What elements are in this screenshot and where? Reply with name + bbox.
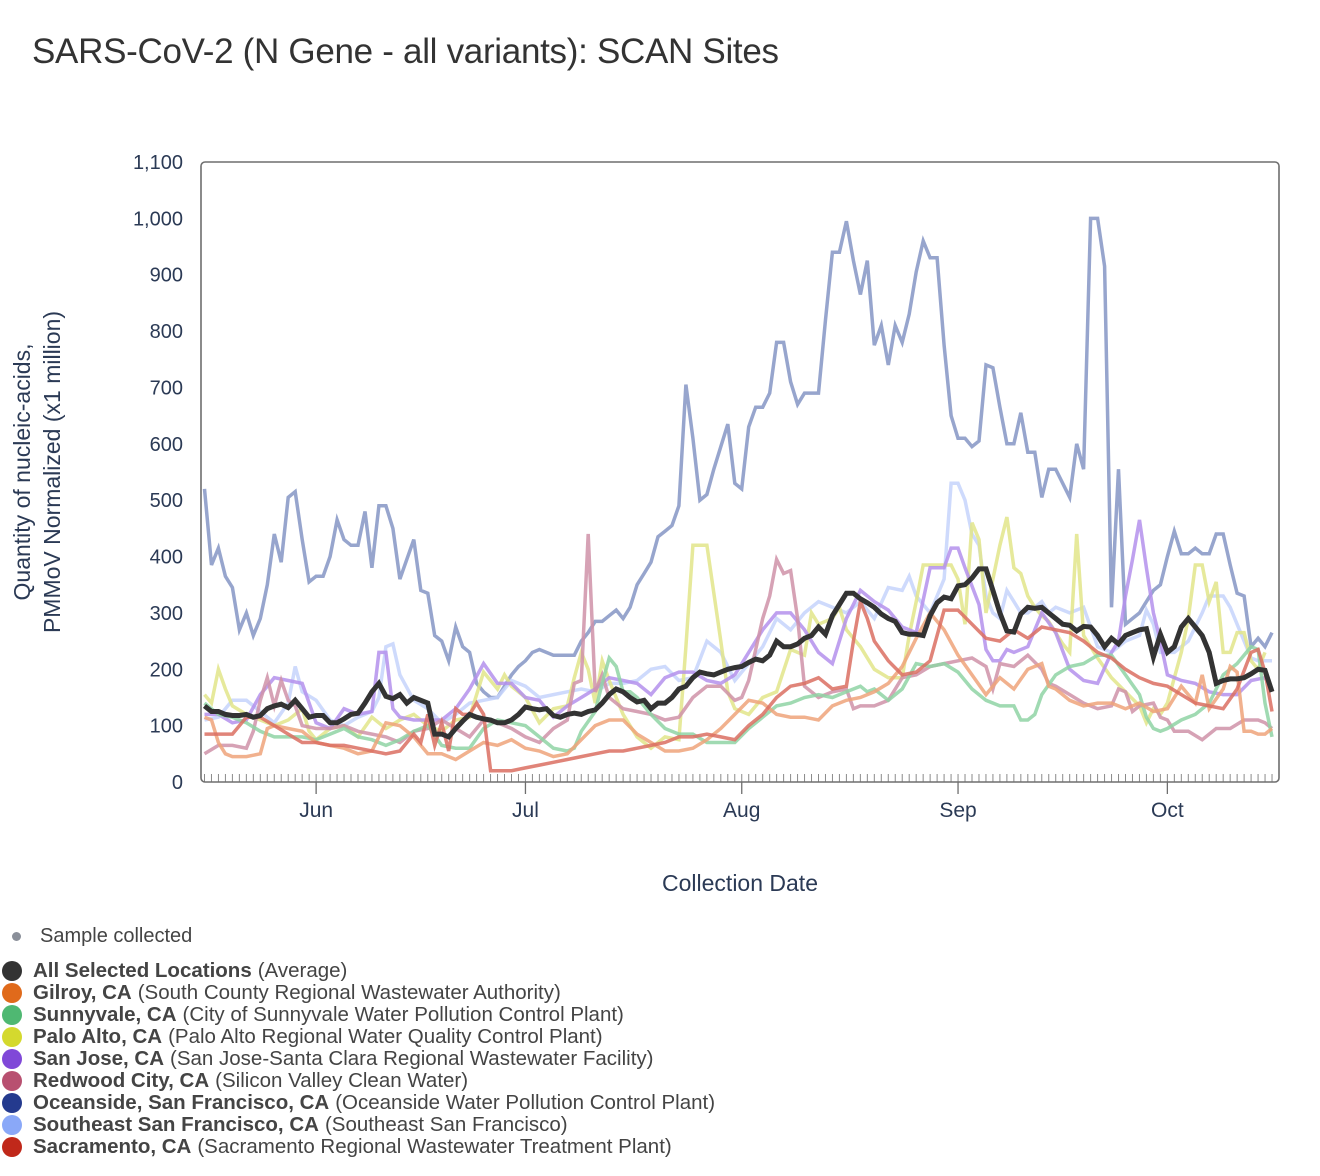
legend-color-dot-icon bbox=[2, 1027, 22, 1047]
y-tick-label: 200 bbox=[150, 659, 183, 681]
legend-item[interactable]: Sacramento, CA (Sacramento Regional Waste… bbox=[0, 1136, 1320, 1158]
series-line-sacramento-ca[interactable] bbox=[204, 595, 1274, 773]
x-tick-label: Aug bbox=[723, 799, 760, 822]
y-axis-title-line: Quantity of nucleic-acids, bbox=[9, 344, 35, 601]
legend-item-name: San Jose, CA bbox=[33, 1048, 165, 1070]
legend-item-detail: (South County Regional Wastewater Author… bbox=[137, 982, 561, 1004]
legend-color-dot-icon bbox=[2, 961, 22, 981]
legend-item-detail: (Silicon Valley Clean Water) bbox=[215, 1070, 469, 1092]
legend-item[interactable]: Palo Alto, CA (Palo Alto Regional Water Q… bbox=[0, 1026, 1320, 1048]
y-tick-label: 500 bbox=[150, 490, 183, 512]
line-chart: Quantity of nucleic-acids, PMMoV Normaliz… bbox=[9, 152, 1280, 896]
y-tick-label: 1,100 bbox=[133, 152, 183, 174]
legend-color-dot-icon bbox=[2, 1115, 22, 1135]
y-tick-label: 400 bbox=[150, 547, 183, 569]
series-line-san-jose-ca[interactable] bbox=[204, 519, 1274, 731]
y-tick-label: 800 bbox=[150, 321, 183, 343]
legend-item-name: All Selected Locations bbox=[33, 960, 252, 982]
series-line-all-selected-locations[interactable] bbox=[202, 566, 1275, 740]
y-tick-label: 900 bbox=[150, 265, 183, 287]
y-tick-label: 100 bbox=[150, 716, 183, 738]
legend-item-detail: (City of Sunnyvale Water Pollution Contr… bbox=[182, 1004, 624, 1026]
legend-sample-collected: Sample collected bbox=[12, 922, 1320, 950]
legend-item[interactable]: Sunnyvale, CA (City of Sunnyvale Water Po… bbox=[0, 1004, 1320, 1026]
series-line-sunnyvale-ca[interactable] bbox=[203, 644, 1274, 753]
legend-item[interactable]: Redwood City, CA (Silicon Valley Clean Wa… bbox=[0, 1070, 1320, 1092]
sample-dot-icon bbox=[12, 931, 21, 941]
legend-item[interactable]: Gilroy, CA (South County Regional Wastewa… bbox=[0, 982, 1320, 1004]
legend-item-name: Southeast San Francisco, CA bbox=[33, 1114, 319, 1136]
y-tick-label: 1,000 bbox=[133, 208, 183, 230]
series-line-gilroy-ca[interactable] bbox=[203, 609, 1274, 762]
legend-item[interactable]: Oceanside, San Francisco, CA (Oceanside W… bbox=[0, 1092, 1320, 1114]
legend-item-name: Sacramento, CA bbox=[33, 1136, 192, 1158]
legend-item-name: Redwood City, CA bbox=[33, 1070, 210, 1092]
y-tick-label: 300 bbox=[150, 603, 183, 625]
y-axis-ticks: 0 100 200 300 400 500 600 700 800 900 1,000 1,100 bbox=[133, 152, 183, 794]
y-tick-label: 600 bbox=[150, 434, 183, 456]
x-axis-ticks: Jun Jul Aug Sep Oct bbox=[299, 782, 1184, 822]
legend-color-dot-icon bbox=[2, 983, 22, 1003]
x-tick-label: Jun bbox=[299, 799, 333, 822]
legend-item-detail: (Average) bbox=[257, 960, 348, 982]
legend-item-detail: (Southeast San Francisco) bbox=[324, 1114, 568, 1136]
series-line-southeast-san-francisco-ca[interactable] bbox=[204, 481, 1273, 728]
legend-item[interactable]: Southeast San Francisco, CA (Southeast Sa… bbox=[0, 1114, 1320, 1136]
legend-color-dot-icon bbox=[2, 1093, 22, 1113]
legend-item[interactable]: All Selected Locations (Average) bbox=[0, 960, 1320, 982]
x-tick-label: Sep bbox=[939, 799, 976, 822]
legend-color-dot-icon bbox=[2, 1049, 22, 1069]
y-tick-label: 700 bbox=[150, 377, 183, 399]
y-axis-title: Quantity of nucleic-acids, PMMoV Normaliz… bbox=[9, 311, 65, 633]
x-tick-label: Oct bbox=[1151, 799, 1184, 822]
legend-color-dot-icon bbox=[2, 1137, 22, 1157]
page-title: SARS-CoV-2 (N Gene - all variants): SCAN… bbox=[32, 32, 779, 71]
legend-item-name: Palo Alto, CA bbox=[33, 1026, 163, 1048]
y-tick-label: 0 bbox=[172, 772, 183, 794]
legend-item-detail: (Oceanside Water Pollution Control Plant… bbox=[335, 1092, 716, 1114]
legend-item-detail: (Palo Alto Regional Water Quality Contro… bbox=[168, 1026, 603, 1048]
legend-item-name: Sunnyvale, CA bbox=[33, 1004, 177, 1026]
series-layer bbox=[202, 216, 1275, 773]
x-minor-ticks bbox=[203, 774, 1273, 782]
legend-item-detail: (Sacramento Regional Wastewater Treatmen… bbox=[197, 1136, 672, 1158]
y-axis-title-line: PMMoV Normalized (x1 million) bbox=[39, 311, 65, 633]
legend-list: All Selected Locations (Average) Gilroy, C… bbox=[0, 960, 1320, 1158]
legend-item-detail: (San Jose-Santa Clara Regional Wastewate… bbox=[170, 1048, 654, 1070]
plot-frame bbox=[200, 161, 1280, 783]
legend: Sample collected All Selected Locations(… bbox=[0, 922, 1320, 1158]
legend-color-dot-icon bbox=[2, 1071, 22, 1091]
legend-item-name: Gilroy, CA bbox=[33, 982, 132, 1004]
series-line-oceanside-san-francisco-ca[interactable] bbox=[202, 216, 1274, 700]
legend-color-dot-icon bbox=[2, 1005, 22, 1025]
legend-item[interactable]: San Jose, CA (San Jose-Santa Clara Region… bbox=[0, 1048, 1320, 1070]
x-axis-title: Collection Date bbox=[662, 870, 818, 896]
legend-item-name: Oceanside, San Francisco, CA bbox=[33, 1092, 330, 1114]
sample-collected-label: Sample collected bbox=[40, 924, 193, 947]
x-tick-label: Jul bbox=[512, 799, 539, 822]
